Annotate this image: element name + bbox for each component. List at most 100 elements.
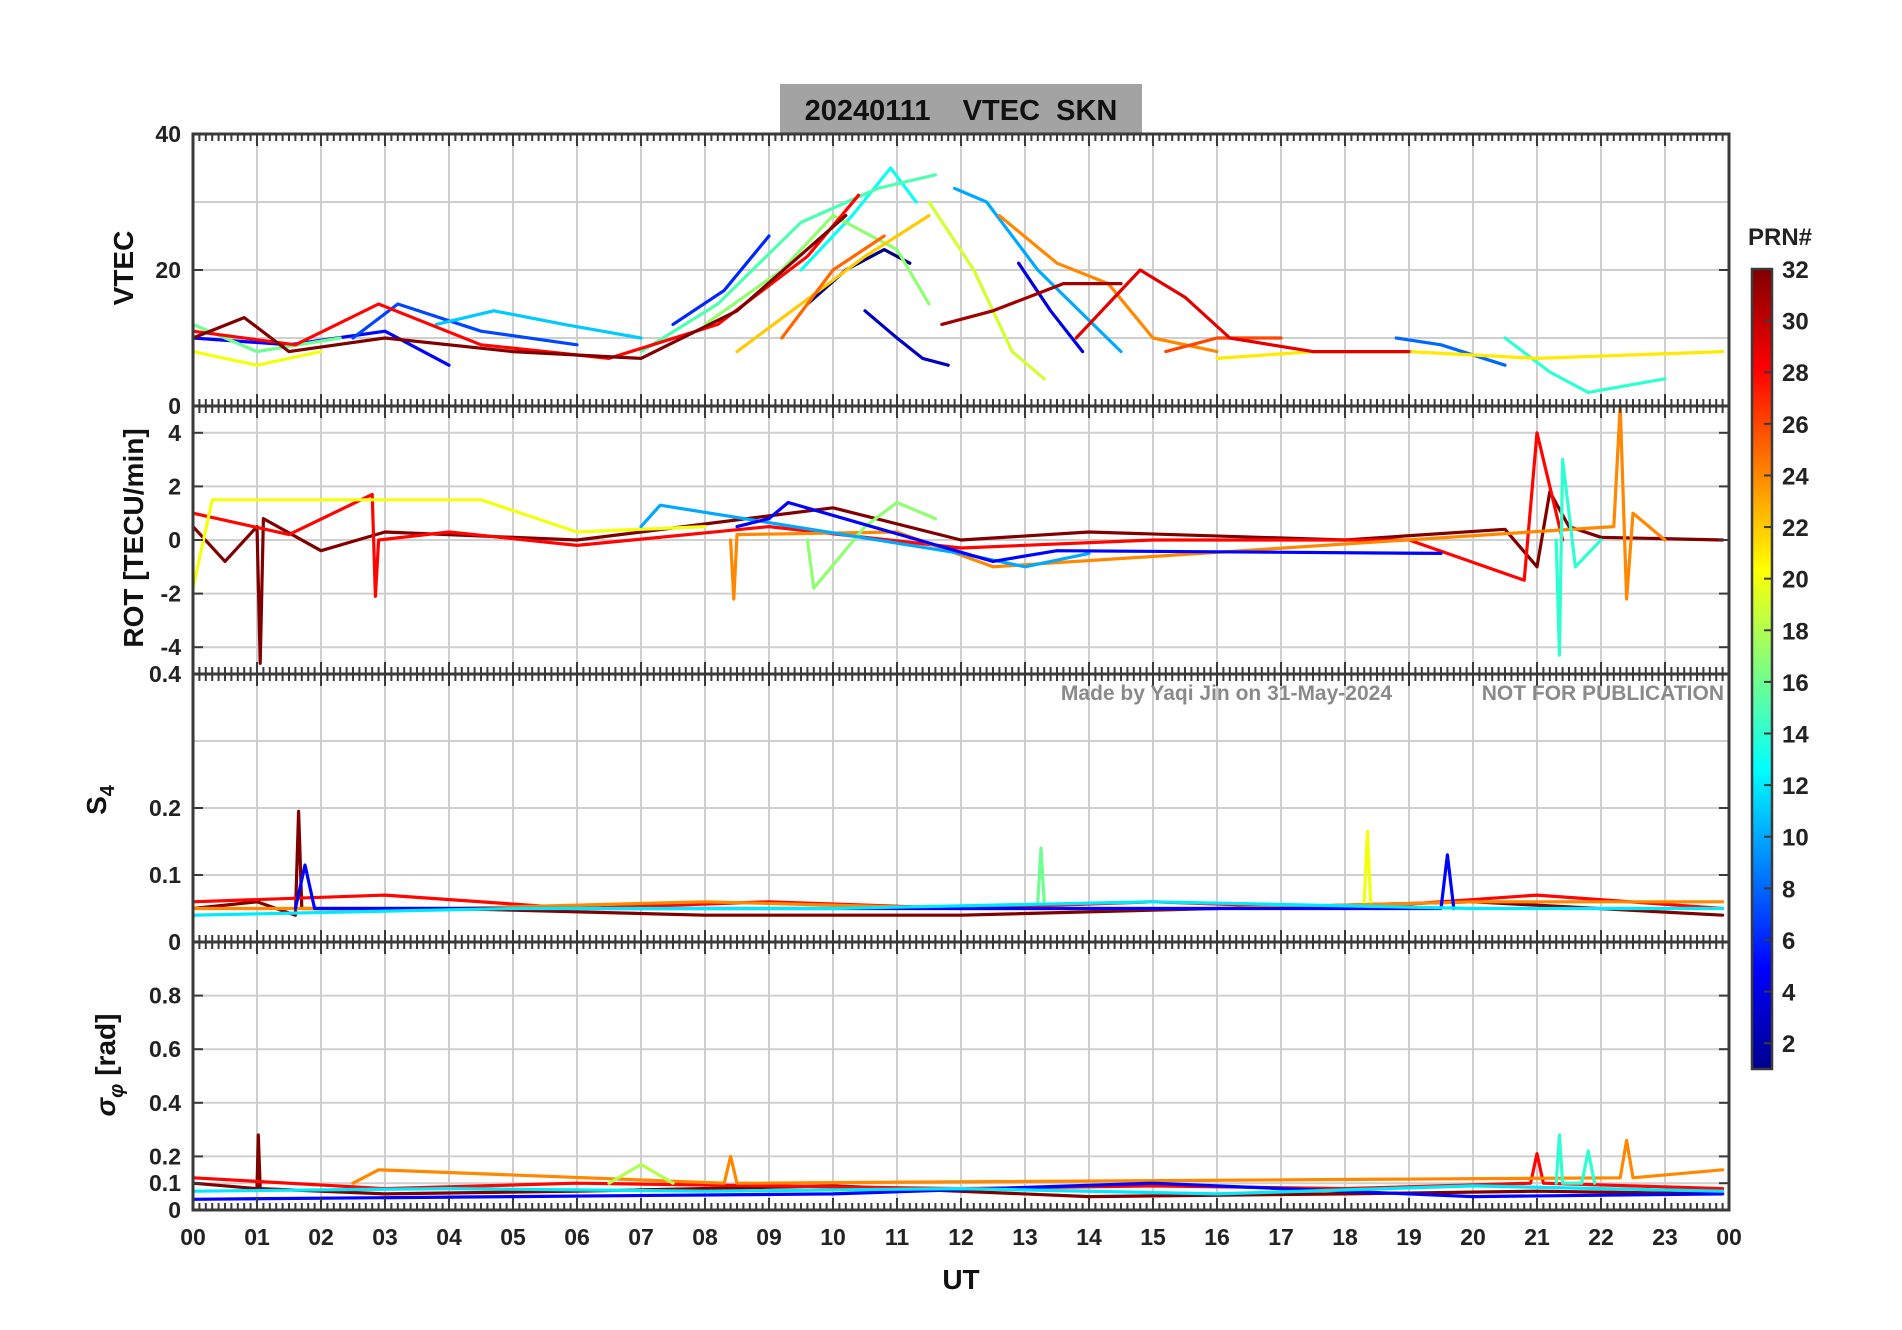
colorbar-tick-label: 6 bbox=[1782, 928, 1795, 955]
colorbar-tick-label: 24 bbox=[1782, 463, 1809, 490]
colorbar-tick-label: 18 bbox=[1782, 618, 1809, 645]
series-group-vtec bbox=[191, 166, 1725, 394]
colorbar-title: PRN# bbox=[1748, 224, 1812, 251]
colorbar-tick-label: 32 bbox=[1782, 257, 1809, 284]
series-line-prn-24 bbox=[351, 1138, 1725, 1185]
series-line-prn-25 bbox=[780, 234, 886, 340]
x-tick-label: 16 bbox=[1204, 1224, 1230, 1250]
series-line-prn-20 bbox=[1362, 829, 1373, 904]
panels-layer: 02040-4-202400.10.20.400.10.20.40.60.800… bbox=[149, 121, 1742, 1250]
publication-note: NOT FOR PUBLICATION bbox=[1482, 682, 1724, 705]
ylabel-vtec: VTEC bbox=[108, 231, 139, 306]
y-tick-label: 0 bbox=[168, 527, 181, 553]
x-tick-label: 20 bbox=[1460, 1224, 1486, 1250]
y-tick-label: 0 bbox=[168, 929, 181, 955]
series-line-prn-14 bbox=[1554, 1133, 1597, 1185]
x-tick-label: 00 bbox=[180, 1224, 206, 1250]
colorbar-tick-label: 4 bbox=[1782, 980, 1796, 1007]
colorbar-tick-label: 8 bbox=[1782, 876, 1795, 903]
x-tick-label: 13 bbox=[1012, 1224, 1038, 1250]
x-tick-label: 01 bbox=[244, 1224, 270, 1250]
series-line-prn-29 bbox=[1074, 268, 1411, 354]
y-tick-label: -4 bbox=[161, 634, 182, 660]
x-tick-label: 15 bbox=[1140, 1224, 1166, 1250]
colorbar-tick-label: 12 bbox=[1782, 773, 1809, 800]
x-tick-label: 21 bbox=[1524, 1224, 1550, 1250]
xlabel-ut: UT bbox=[942, 1264, 979, 1295]
ylabel-rot: ROT [TECU/min] bbox=[118, 428, 149, 647]
panel-vtec: 0 20 40 bbox=[155, 121, 1731, 419]
series-line-prn-14 bbox=[1554, 458, 1603, 657]
ylabel-s4-sub: 4 bbox=[97, 784, 119, 796]
colorbar-tick-label: 26 bbox=[1782, 412, 1809, 439]
ylabel-s4-main: S bbox=[81, 796, 112, 815]
y-tick-label: 0.4 bbox=[149, 1090, 181, 1116]
watermark-text: Made by Yaqi Jin on 31-May-2024 bbox=[1061, 682, 1392, 705]
series-group-rot bbox=[191, 404, 1725, 665]
ylabel-sigma-unit: [rad] bbox=[90, 1014, 121, 1076]
series-line-prn-18 bbox=[607, 1162, 675, 1185]
x-tick-label: 11 bbox=[885, 1224, 910, 1250]
y-tick-label: 0.6 bbox=[149, 1036, 181, 1062]
ylabel-s4: S4 bbox=[81, 784, 119, 815]
series-line-prn-3 bbox=[863, 309, 950, 367]
panel-rot: -4 -2 0 2 4 bbox=[161, 404, 1731, 676]
series-line-prn-12 bbox=[191, 1184, 1725, 1196]
x-tick-labels: 00 01 02 03 04 05 06 07 08 09 10 11 12 13 14 15 16 17 18 19… bbox=[180, 1224, 1742, 1250]
panel-sigma_phi: 00.10.2 0.4 0.6 0.8 bbox=[149, 940, 1731, 1223]
x-tick-label: 18 bbox=[1332, 1224, 1358, 1250]
colorbar-tick-label: 30 bbox=[1782, 309, 1809, 336]
x-tick-label: 03 bbox=[372, 1224, 398, 1250]
colorbar-tick-label: 20 bbox=[1782, 567, 1809, 594]
series-line-prn-26 bbox=[1164, 336, 1283, 354]
series-line-prn-12 bbox=[191, 900, 1725, 917]
series-line-prn-20 bbox=[191, 498, 707, 590]
x-tick-label: 05 bbox=[500, 1224, 526, 1250]
x-tick-label: 06 bbox=[564, 1224, 590, 1250]
series-line-prn-8 bbox=[1394, 336, 1507, 367]
series-line-prn-24 bbox=[728, 404, 1667, 601]
series-line-prn-16 bbox=[1036, 846, 1046, 904]
y-tick-label: 0.4 bbox=[149, 661, 181, 687]
series-line-prn-28 bbox=[191, 431, 1565, 598]
series-line-prn-5 bbox=[735, 500, 1443, 564]
series-line-prn-31 bbox=[940, 282, 1123, 326]
series-line-prn-17 bbox=[805, 500, 938, 590]
x-tick-label: 14 bbox=[1076, 1224, 1102, 1250]
y-tick-label: 0 bbox=[168, 393, 181, 419]
y-tick-label: 0.2 bbox=[149, 795, 181, 821]
y-tick-label: 0.8 bbox=[149, 983, 181, 1009]
chart-title: 20240111 VTEC SKN bbox=[780, 84, 1142, 134]
colorbar-gradient bbox=[1750, 267, 1774, 1071]
ylabel-sigma: σφ [rad] bbox=[90, 1014, 128, 1117]
title-box bbox=[780, 84, 1142, 134]
series-line-prn-4 bbox=[1016, 261, 1085, 354]
y-tick-label: 0.1 bbox=[149, 862, 181, 888]
series-group-sigma_phi bbox=[191, 1133, 1725, 1201]
x-tick-label: 09 bbox=[756, 1224, 782, 1250]
title-text: 20240111 VTEC SKN bbox=[805, 95, 1118, 127]
colorbar-tick-label: 16 bbox=[1782, 670, 1809, 697]
y-tick-label: -2 bbox=[161, 581, 181, 607]
colorbar-tick-label: 14 bbox=[1782, 722, 1809, 749]
x-tick-label: 17 bbox=[1268, 1224, 1294, 1250]
series-line-prn-20 bbox=[191, 350, 323, 367]
series-line-prn-28 bbox=[191, 193, 861, 360]
x-tick-label: 10 bbox=[820, 1224, 846, 1250]
series-group-s4 bbox=[191, 809, 1725, 917]
y-tick-label: 0.2 bbox=[149, 1143, 181, 1169]
series-line-prn-15 bbox=[639, 173, 938, 354]
series-line-prn-28 bbox=[191, 1152, 1725, 1191]
series-line-prn-6 bbox=[671, 234, 771, 326]
panel-s4: 0 0.1 0.2 0.4 bbox=[149, 661, 1731, 955]
series-line-prn-11 bbox=[434, 309, 643, 340]
x-tick-label: 08 bbox=[692, 1224, 718, 1250]
x-tick-label: 02 bbox=[308, 1224, 334, 1250]
colorbar-tick-label: 22 bbox=[1782, 515, 1809, 542]
x-tick-label: 12 bbox=[948, 1224, 974, 1250]
y-tick-label: 0.1 bbox=[149, 1170, 181, 1196]
